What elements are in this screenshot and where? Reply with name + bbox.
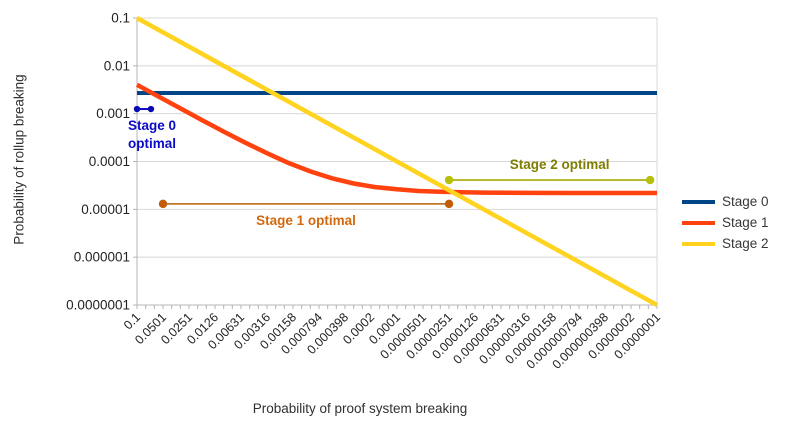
y-tick-label: 0.00001: [81, 202, 130, 217]
stage-1-optimal-start-dot: [158, 199, 168, 209]
legend-label: Stage 1: [722, 215, 769, 230]
series-line-stage-2: [135, 16, 659, 307]
stage-0-optimal-end-dot: [147, 105, 155, 113]
y-tick-label: 0.0001: [89, 154, 130, 169]
y-tick-label: 0.01: [104, 58, 130, 73]
legend-item-stage-1: Stage 1: [682, 212, 769, 233]
stage-2-optimal-start-dot: [444, 175, 454, 185]
legend-item-stage-0: Stage 0: [682, 191, 769, 212]
stage-1-optimal-end-dot: [444, 199, 454, 209]
stage-2-optimal-end-dot: [645, 175, 655, 185]
legend-swatch: [682, 241, 715, 246]
legend-swatch: [682, 199, 715, 204]
legend-label: Stage 0: [722, 194, 769, 209]
legend-label: Stage 2: [722, 236, 769, 251]
stage-0-optimal-label: optimal: [128, 136, 176, 151]
y-axis-title: Probability of rollup breaking: [11, 74, 27, 245]
y-tick-label: 0.0000001: [66, 298, 130, 313]
x-axis-title: Probability of proof system breaking: [252, 401, 468, 416]
y-tick-label: 0.000001: [74, 250, 130, 265]
legend-item-stage-2: Stage 2: [682, 233, 769, 254]
legend: Stage 0 Stage 1 Stage 2: [682, 191, 769, 254]
legend-swatch: [682, 220, 715, 225]
stage-0-optimal-start-dot: [133, 105, 141, 113]
stage-0-optimal-label: Stage 0: [128, 118, 176, 133]
y-tick-label: 0.001: [96, 106, 130, 121]
series-line-stage-1: [135, 82, 657, 196]
stage-2-optimal-label: Stage 2 optimal: [510, 157, 610, 172]
stage-1-optimal-label: Stage 1 optimal: [256, 213, 356, 228]
y-tick-label: 0.1: [111, 11, 130, 26]
